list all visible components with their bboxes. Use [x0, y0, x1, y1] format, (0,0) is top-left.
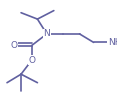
Text: O: O — [11, 41, 18, 50]
Text: O: O — [28, 56, 35, 65]
Text: N: N — [43, 29, 50, 38]
Text: NH₂: NH₂ — [108, 38, 117, 47]
